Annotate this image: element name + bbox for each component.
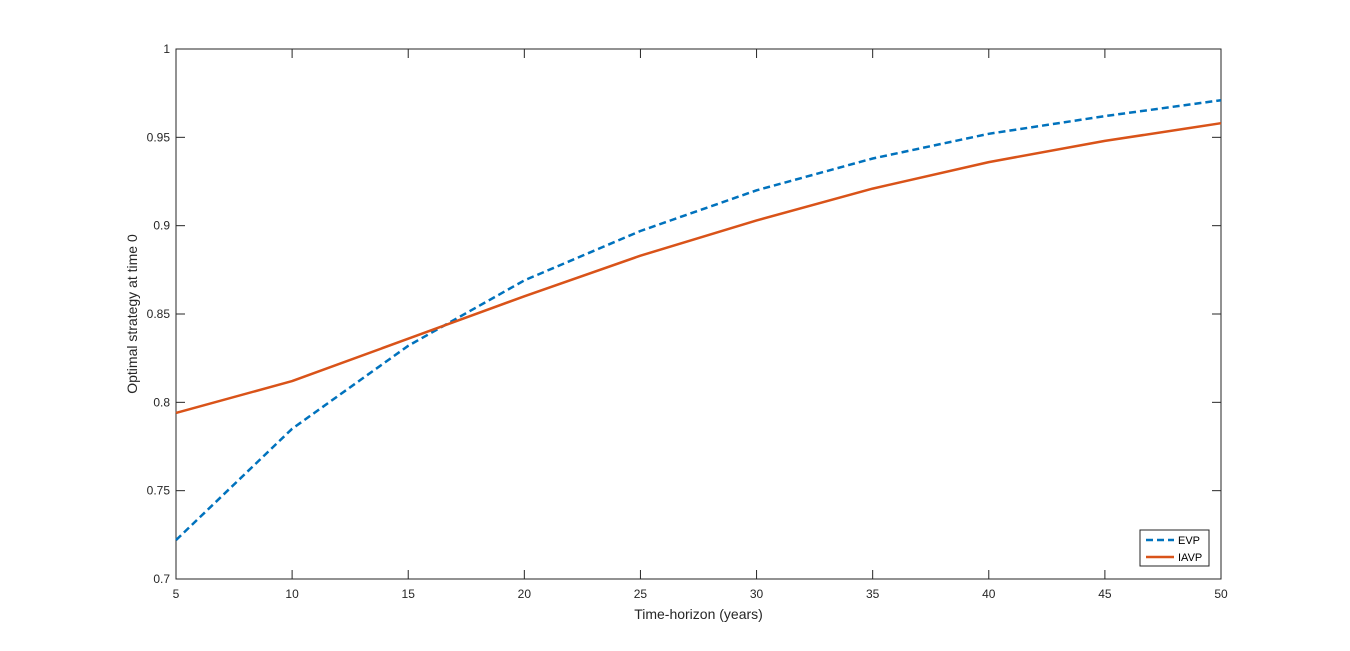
x-tick-label: 25 — [634, 587, 648, 601]
x-tick-label: 5 — [173, 587, 180, 601]
x-tick-label: 35 — [866, 587, 880, 601]
x-tick-label: 10 — [285, 587, 299, 601]
x-tick-label: 40 — [982, 587, 996, 601]
y-axis-label: Optimal strategy at time 0 — [124, 234, 140, 394]
x-tick-label: 45 — [1098, 587, 1112, 601]
legend-label-evp: EVP — [1178, 535, 1200, 547]
plot-area — [176, 49, 1221, 579]
axes-box — [176, 49, 1221, 579]
y-tick-label: 1 — [163, 42, 170, 56]
y-tick-label: 0.85 — [147, 307, 171, 321]
legend: EVP IAVP — [1140, 530, 1209, 566]
legend-label-iavp: IAVP — [1178, 552, 1202, 564]
x-tick-label: 30 — [750, 587, 764, 601]
x-tick-label: 50 — [1214, 587, 1228, 601]
x-tick-label: 15 — [402, 587, 416, 601]
y-tick-label: 0.8 — [153, 395, 170, 409]
y-tick-label: 0.9 — [153, 219, 170, 233]
y-tick-label: 0.75 — [147, 484, 171, 498]
x-tick-label: 20 — [518, 587, 532, 601]
x-axis-label: Time-horizon (years) — [634, 606, 763, 622]
y-tick-label: 0.95 — [147, 130, 171, 144]
y-tick-label: 0.7 — [153, 572, 170, 586]
